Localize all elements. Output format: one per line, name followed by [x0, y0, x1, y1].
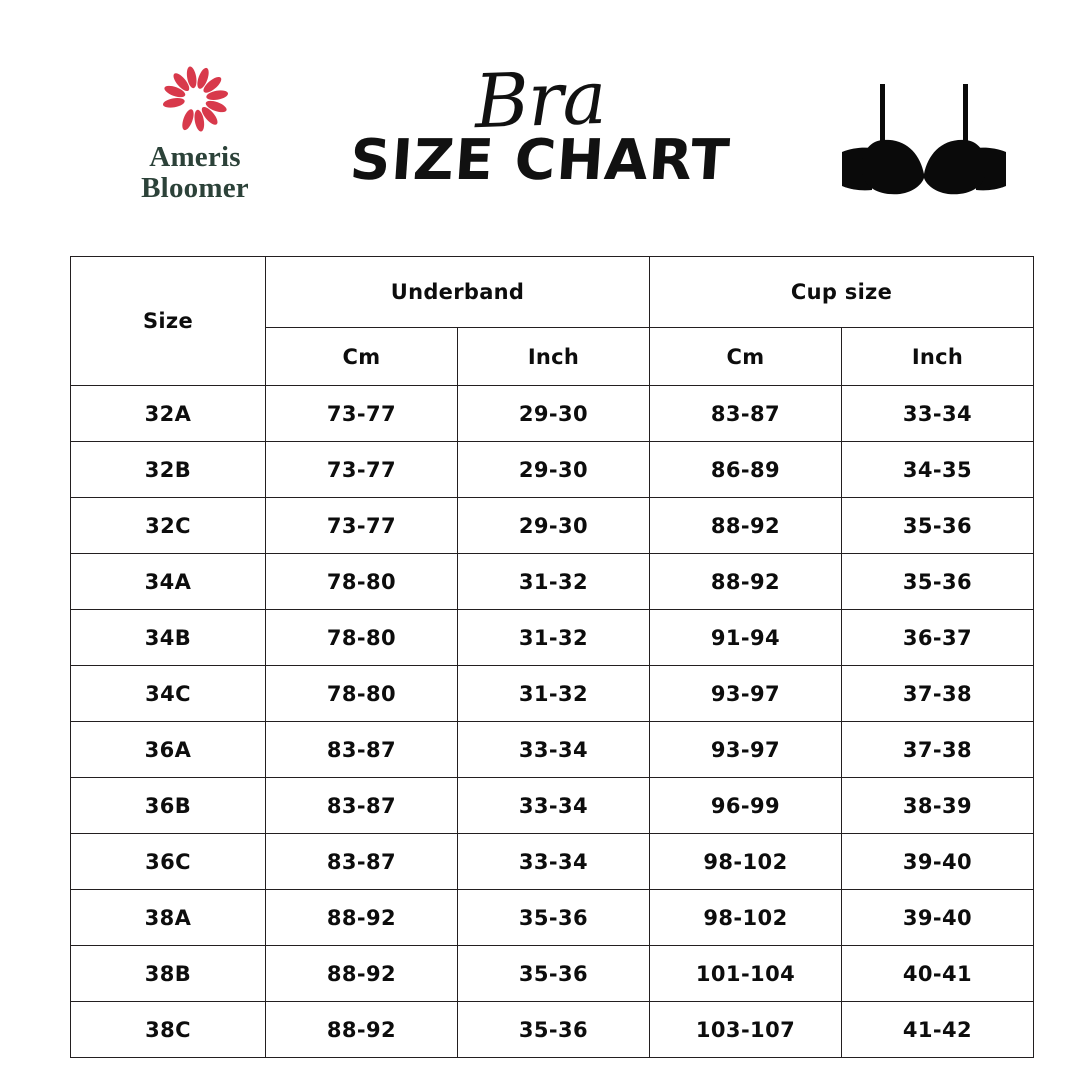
table-row: 34C 78-80 31-32 93-97 37-38	[70, 665, 1034, 722]
cell-cup-cm: 93-97	[649, 665, 842, 722]
table-row: 34A 78-80 31-32 88-92 35-36	[70, 553, 1034, 610]
table-row: 36C 83-87 33-34 98-102 39-40	[70, 833, 1034, 890]
cell-underband-cm: 83-87	[265, 721, 458, 778]
brand-name-line1: Ameris	[149, 141, 241, 173]
header-underband-inch: Inch	[457, 327, 650, 386]
cell-cup-inch: 39-40	[841, 833, 1034, 890]
cell-underband-inch: 35-36	[457, 1001, 650, 1058]
cell-cup-cm: 98-102	[649, 889, 842, 946]
cell-underband-cm: 78-80	[265, 553, 458, 610]
cell-underband-inch: 35-36	[457, 889, 650, 946]
cell-underband-cm: 78-80	[265, 609, 458, 666]
cell-size: 36A	[70, 721, 266, 778]
cell-underband-inch: 31-32	[457, 609, 650, 666]
cell-size: 34B	[70, 609, 266, 666]
brand-name-line2: Bloomer	[141, 172, 249, 205]
page-title: Bra SIZE CHART	[330, 55, 750, 193]
cell-size: 34C	[70, 665, 266, 722]
table-row: 36A 83-87 33-34 93-97 37-38	[70, 721, 1034, 778]
cell-size: 38B	[70, 945, 266, 1002]
cell-underband-inch: 33-34	[457, 833, 650, 890]
cell-underband-inch: 29-30	[457, 385, 650, 442]
table-row: 32A 73-77 29-30 83-87 33-34	[70, 385, 1034, 442]
cell-underband-cm: 78-80	[265, 665, 458, 722]
cell-cup-inch: 34-35	[841, 441, 1034, 498]
table-row: 38A 88-92 35-36 98-102 39-40	[70, 889, 1034, 946]
table-row: 32C 73-77 29-30 88-92 35-36	[70, 497, 1034, 554]
header-group-underband: Underband	[265, 256, 650, 328]
table-body: 32A 73-77 29-30 83-87 33-34 32B 73-77 29-30 86-8…	[70, 385, 1034, 1058]
cell-size: 36B	[70, 777, 266, 834]
petal-shape	[161, 96, 185, 110]
cell-cup-cm: 103-107	[649, 1001, 842, 1058]
cell-size: 36C	[70, 833, 266, 890]
cell-cup-cm: 91-94	[649, 609, 842, 666]
cell-underband-cm: 73-77	[265, 441, 458, 498]
cell-underband-cm: 88-92	[265, 1001, 458, 1058]
cell-cup-inch: 40-41	[841, 945, 1034, 1002]
title-main-word: SIZE CHART	[347, 127, 733, 193]
cell-underband-cm: 83-87	[265, 833, 458, 890]
cell-underband-inch: 33-34	[457, 777, 650, 834]
petal-shape	[179, 107, 196, 132]
page-header: Ameris Bloomer Bra SIZE CHART	[0, 0, 1080, 250]
size-chart-table: Size Underband Cup size Cm Inch Cm Inch …	[70, 256, 1034, 1058]
cell-cup-cm: 101-104	[649, 945, 842, 1002]
table-row: 38C 88-92 35-36 103-107 41-42	[70, 1001, 1034, 1058]
cell-size: 38C	[70, 1001, 266, 1058]
header-group-cup-size: Cup size	[649, 256, 1034, 328]
cell-underband-inch: 31-32	[457, 553, 650, 610]
cell-cup-cm: 88-92	[649, 553, 842, 610]
cell-cup-cm: 86-89	[649, 441, 842, 498]
cell-underband-inch: 29-30	[457, 497, 650, 554]
cell-underband-inch: 33-34	[457, 721, 650, 778]
cell-size: 32C	[70, 497, 266, 554]
cell-cup-inch: 35-36	[841, 553, 1034, 610]
cell-cup-cm: 93-97	[649, 721, 842, 778]
cell-cup-inch: 35-36	[841, 497, 1034, 554]
cell-cup-inch: 37-38	[841, 721, 1034, 778]
header-underband-cm: Cm	[265, 327, 458, 386]
cell-cup-cm: 88-92	[649, 497, 842, 554]
header-cup-inch: Inch	[841, 327, 1034, 386]
table-row: 38B 88-92 35-36 101-104 40-41	[70, 945, 1034, 1002]
table-head: Size Underband Cup size Cm Inch Cm Inch	[70, 256, 1034, 386]
flower-petals-icon	[152, 62, 238, 136]
cell-underband-inch: 31-32	[457, 665, 650, 722]
cell-size: 32A	[70, 385, 266, 442]
cell-underband-inch: 29-30	[457, 441, 650, 498]
cell-underband-cm: 73-77	[265, 497, 458, 554]
header-size: Size	[70, 256, 266, 386]
cell-underband-inch: 35-36	[457, 945, 650, 1002]
size-chart-table-wrap: Size Underband Cup size Cm Inch Cm Inch …	[70, 256, 1034, 1058]
bra-icon	[836, 78, 1012, 202]
cell-cup-inch: 36-37	[841, 609, 1034, 666]
cell-underband-cm: 83-87	[265, 777, 458, 834]
table-row: 36B 83-87 33-34 96-99 38-39	[70, 777, 1034, 834]
cell-cup-cm: 83-87	[649, 385, 842, 442]
table-row: 34B 78-80 31-32 91-94 36-37	[70, 609, 1034, 666]
cell-underband-cm: 73-77	[265, 385, 458, 442]
cell-size: 34A	[70, 553, 266, 610]
cell-cup-inch: 37-38	[841, 665, 1034, 722]
cell-cup-inch: 33-34	[841, 385, 1034, 442]
cell-cup-inch: 38-39	[841, 777, 1034, 834]
cell-underband-cm: 88-92	[265, 945, 458, 1002]
cell-underband-cm: 88-92	[265, 889, 458, 946]
table-row: 32B 73-77 29-30 86-89 34-35	[70, 441, 1034, 498]
brand-logo: Ameris Bloomer	[70, 62, 320, 205]
table-header-row-groups: Size Underband Cup size	[70, 256, 1034, 386]
cell-size: 38A	[70, 889, 266, 946]
cell-cup-cm: 96-99	[649, 777, 842, 834]
cell-cup-inch: 39-40	[841, 889, 1034, 946]
cell-size: 32B	[70, 441, 266, 498]
header-cup-cm: Cm	[649, 327, 842, 386]
cell-cup-inch: 41-42	[841, 1001, 1034, 1058]
cell-cup-cm: 98-102	[649, 833, 842, 890]
